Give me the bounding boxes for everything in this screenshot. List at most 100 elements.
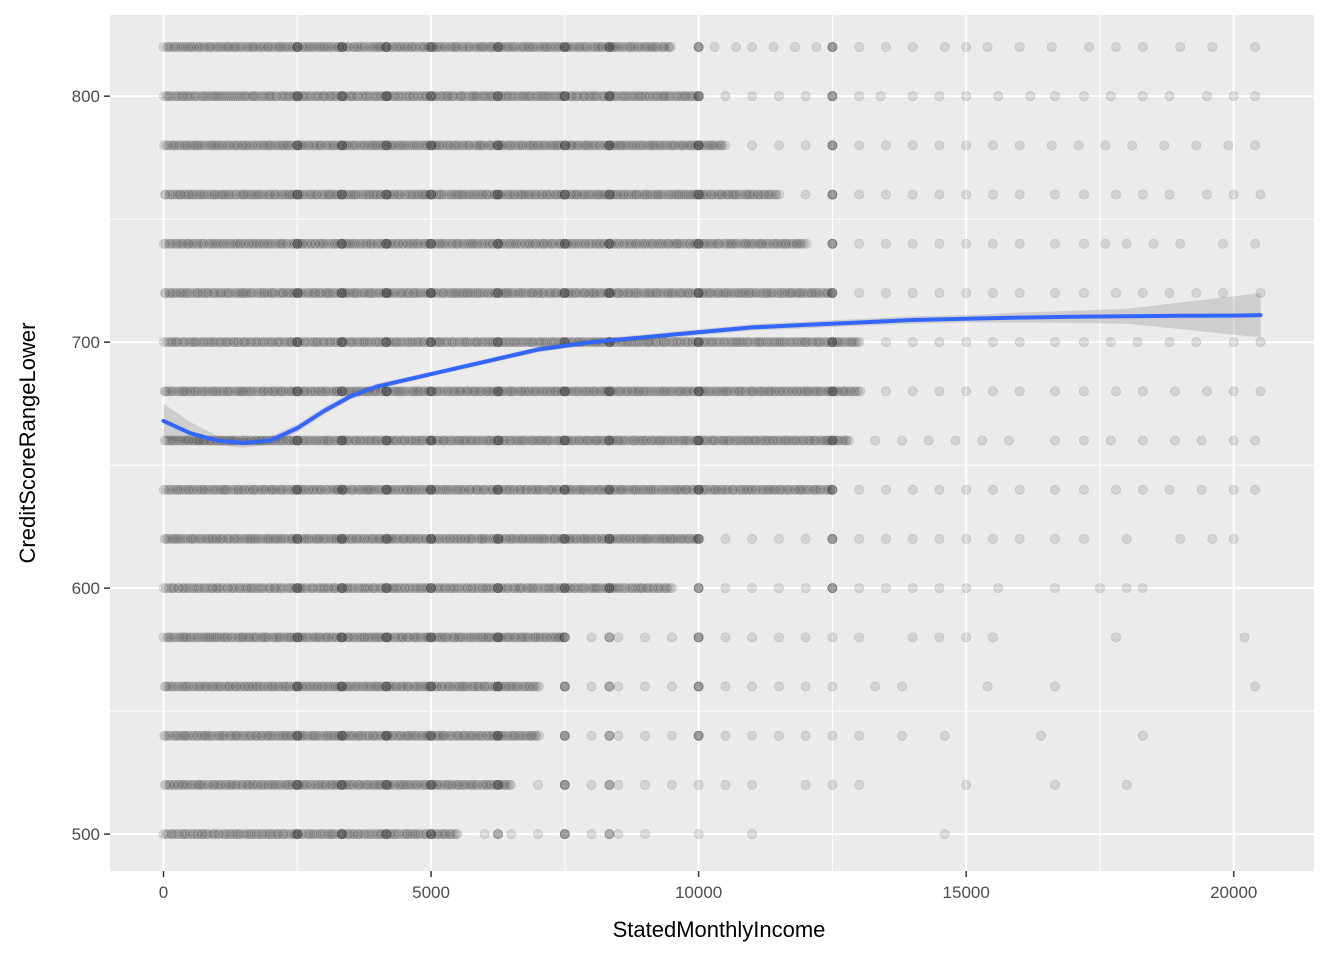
data-point <box>318 91 329 102</box>
data-point <box>463 91 474 102</box>
data-point <box>512 41 523 52</box>
data-point <box>198 41 209 52</box>
data-point <box>524 91 535 102</box>
data-point <box>380 91 391 102</box>
data-point <box>1073 140 1084 151</box>
data-point <box>652 91 663 102</box>
data-point <box>505 779 516 790</box>
data-point <box>437 41 448 52</box>
data-point <box>292 484 303 495</box>
data-point <box>367 41 378 52</box>
data-point <box>485 41 496 52</box>
data-point <box>533 829 544 840</box>
data-point <box>1111 632 1122 643</box>
data-point <box>285 41 296 52</box>
data-point <box>348 41 359 52</box>
data-point <box>281 91 292 102</box>
data-point <box>1046 140 1057 151</box>
data-point <box>1078 484 1089 495</box>
data-point <box>1228 435 1239 446</box>
data-point <box>1202 189 1213 200</box>
data-point <box>961 189 972 200</box>
data-point <box>1137 730 1148 741</box>
data-point <box>381 287 392 298</box>
data-point <box>1202 91 1213 102</box>
data-point <box>773 140 784 151</box>
data-point <box>482 91 493 102</box>
data-point <box>923 435 934 446</box>
data-point <box>629 41 640 52</box>
data-point <box>1050 681 1061 692</box>
data-point <box>987 337 998 348</box>
data-point <box>424 41 435 52</box>
data-point <box>275 91 286 102</box>
data-point <box>493 41 504 52</box>
data-point <box>559 91 570 102</box>
data-point <box>553 41 564 52</box>
data-point <box>228 41 239 52</box>
data-point <box>647 41 658 52</box>
data-point <box>450 41 461 52</box>
data-point <box>827 386 838 397</box>
data-point <box>551 41 562 52</box>
data-point <box>298 91 309 102</box>
data-point <box>292 779 303 790</box>
data-point <box>336 140 347 151</box>
data-point <box>800 583 811 594</box>
data-point <box>558 91 569 102</box>
data-point <box>636 91 647 102</box>
data-point <box>508 41 519 52</box>
data-point <box>232 91 243 102</box>
data-point <box>880 484 891 495</box>
data-point <box>608 41 619 52</box>
data-point <box>1121 533 1132 544</box>
data-point <box>1164 287 1175 298</box>
data-point <box>854 484 865 495</box>
data-point <box>492 337 503 348</box>
data-point <box>363 41 374 52</box>
data-point <box>287 41 298 52</box>
data-point <box>250 41 261 52</box>
data-point <box>231 41 242 52</box>
data-point <box>640 730 651 741</box>
data-point <box>1159 140 1170 151</box>
data-point <box>1228 91 1239 102</box>
data-point <box>586 829 597 840</box>
data-point <box>640 632 651 643</box>
data-point <box>420 91 431 102</box>
data-point <box>600 41 611 52</box>
data-point <box>292 41 303 52</box>
data-point <box>394 91 405 102</box>
data-point <box>386 41 397 52</box>
data-point <box>1046 41 1057 52</box>
data-point <box>1078 337 1089 348</box>
data-point <box>677 91 688 102</box>
data-point <box>616 41 627 52</box>
data-point <box>336 41 347 52</box>
data-point <box>396 41 407 52</box>
data-point <box>552 91 563 102</box>
data-point <box>540 91 551 102</box>
data-point <box>492 829 503 840</box>
data-point <box>1121 238 1132 249</box>
data-point <box>381 140 392 151</box>
data-point <box>939 41 950 52</box>
data-point <box>658 91 669 102</box>
data-point <box>1137 386 1148 397</box>
data-point <box>693 386 704 397</box>
data-point <box>229 41 240 52</box>
data-point <box>523 41 534 52</box>
data-point <box>855 386 866 397</box>
data-point <box>399 91 410 102</box>
data-point <box>336 829 347 840</box>
data-point <box>907 632 918 643</box>
data-point <box>426 681 437 692</box>
data-point <box>507 91 518 102</box>
confidence-ribbon <box>163 293 1261 448</box>
data-point <box>268 91 279 102</box>
data-point <box>693 41 704 52</box>
data-point <box>506 91 517 102</box>
data-point <box>495 41 506 52</box>
data-point <box>292 41 303 52</box>
data-point <box>426 41 437 52</box>
